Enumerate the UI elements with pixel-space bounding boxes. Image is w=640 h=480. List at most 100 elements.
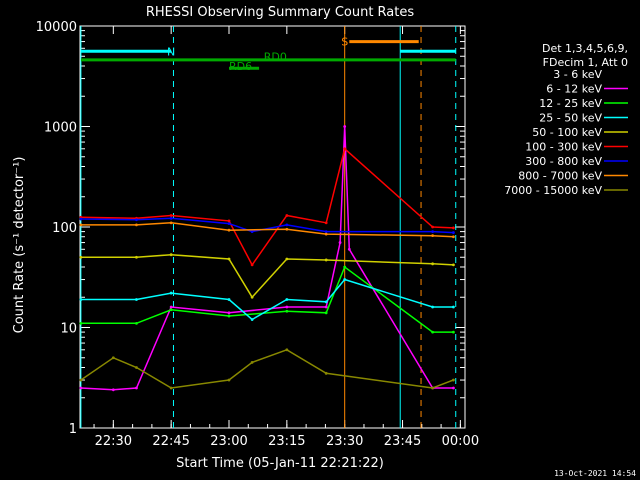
data-point-2-6: [343, 265, 347, 269]
legend: Det 1,3,4,5,6,9,FDecim 1, Att 03 - 6 keV…: [504, 42, 628, 197]
data-point-4-2: [169, 253, 173, 257]
data-point-6-3: [227, 222, 231, 226]
data-point-8-7: [324, 371, 328, 375]
data-point-3-9: [452, 305, 455, 309]
legend-label-5: 100 - 300 keV: [525, 141, 602, 154]
legend-label-8: 7000 - 15000 keV: [504, 184, 602, 197]
data-point-7-2: [169, 221, 173, 225]
chart-title: RHESSI Observing Summary Count Rates: [146, 5, 415, 20]
data-point-3-7: [343, 278, 347, 281]
data-point-1-7: [338, 241, 342, 244]
data-point-8-9: [452, 378, 455, 382]
data-point-7-3: [227, 228, 231, 232]
data-point-0-3: [250, 325, 254, 329]
data-point-5-7: [343, 147, 347, 151]
legend-header-1: FDecim 1, Att 0: [543, 56, 628, 69]
data-point-0-5: [324, 328, 328, 332]
series-line-8: [80, 348, 454, 389]
data-point-7-6: [431, 234, 435, 238]
data-point-1-11: [452, 386, 455, 390]
series-line-4: [80, 253, 454, 299]
data-point-8-6: [285, 348, 289, 352]
data-point-8-2: [135, 366, 138, 369]
data-point-8-5: [250, 360, 254, 364]
data-point-6-1: [135, 218, 138, 222]
data-point-1-1: [111, 388, 115, 392]
legend-label-3: 25 - 50 keV: [539, 112, 602, 125]
data-point-7-5: [324, 232, 328, 236]
data-point-2-4: [285, 309, 289, 313]
data-point-2-5: [324, 311, 328, 315]
data-point-3-2: [169, 291, 173, 295]
data-point-8-0: [79, 378, 83, 382]
data-point-8-8: [431, 386, 435, 390]
data-point-6-6: [324, 230, 328, 233]
data-point-6-5: [285, 223, 289, 227]
data-point-3-8: [431, 305, 435, 309]
data-point-5-5: [285, 214, 289, 217]
data-point-1-5: [285, 305, 289, 309]
data-point-4-7: [431, 262, 435, 266]
data-point-7-1: [135, 223, 138, 227]
legend-label-2: 12 - 25 keV: [539, 97, 602, 110]
data-point-4-0: [79, 255, 83, 259]
data-point-3-6: [324, 300, 328, 304]
data-point-7-0: [79, 223, 83, 227]
legend-label-7: 800 - 7000 keV: [518, 170, 602, 183]
data-point-2-7: [431, 330, 435, 334]
x-tick-label-5: 23:45: [384, 434, 421, 449]
x-tick-label-4: 23:30: [326, 434, 363, 449]
y-tick-label-2: 100: [52, 221, 77, 236]
x-tick-label-2: 23:00: [210, 434, 247, 449]
data-point-3-0: [79, 298, 83, 301]
data-point-6-8: [452, 231, 455, 234]
y-tick-label-0: 1: [69, 422, 77, 437]
annotation-1: S: [341, 36, 348, 49]
data-point-0-0: [111, 323, 115, 327]
y-tick-label-1: 10: [60, 322, 77, 337]
data-point-1-9: [347, 247, 351, 251]
data-point-0-1: [169, 326, 173, 330]
plot-area: 22:30 22:45 23:00 23:15 23:30 23:45 00:00 1 10 10…: [36, 20, 479, 449]
data-point-1-6: [324, 305, 328, 309]
data-point-2-0: [79, 321, 83, 325]
data-point-4-6: [324, 258, 328, 262]
data-point-2-2: [169, 308, 173, 312]
data-point-1-8: [343, 125, 347, 128]
data-point-4-5: [285, 257, 289, 261]
data-point-3-1: [135, 298, 138, 301]
x-tick-label-3: 23:15: [268, 434, 305, 449]
annotation-2: RD0: [264, 50, 287, 63]
y-axis-label: Count Rate (s⁻¹ detector⁻¹): [12, 157, 27, 334]
series-line-7: [80, 222, 454, 238]
y-tick-label-4: 10000: [36, 20, 77, 35]
data-point-5-9: [452, 226, 455, 230]
data-point-5-8: [431, 225, 435, 229]
data-point-4-1: [135, 255, 138, 259]
data-point-2-8: [452, 330, 455, 334]
data-point-3-3: [227, 298, 231, 301]
data-point-3-4: [250, 318, 254, 321]
data-point-1-0: [79, 386, 83, 390]
data-point-1-2: [135, 386, 138, 390]
data-point-1-3: [169, 305, 173, 309]
data-point-2-3: [227, 314, 231, 318]
data-point-1-4: [227, 311, 231, 315]
data-point-5-2: [169, 214, 173, 217]
y-tick-label-3: 1000: [44, 121, 77, 136]
annotation-3: RD6: [229, 60, 252, 73]
data-point-5-4: [250, 263, 254, 267]
series-line-1: [80, 126, 454, 391]
data-point-8-4: [227, 378, 231, 382]
x-tick-label-1: 22:45: [152, 434, 189, 449]
data-point-5-6: [324, 221, 328, 225]
legend-label-0: 3 - 6 keV: [553, 68, 602, 81]
data-point-0-4: [285, 326, 289, 330]
data-point-6-7: [431, 230, 435, 233]
data-point-2-1: [135, 321, 138, 325]
data-point-5-3: [227, 219, 231, 223]
x-axis-label: Start Time (05-Jan-11 22:21:22): [176, 456, 384, 471]
data-point-3-5: [285, 298, 289, 301]
series-line-5: [80, 147, 454, 267]
